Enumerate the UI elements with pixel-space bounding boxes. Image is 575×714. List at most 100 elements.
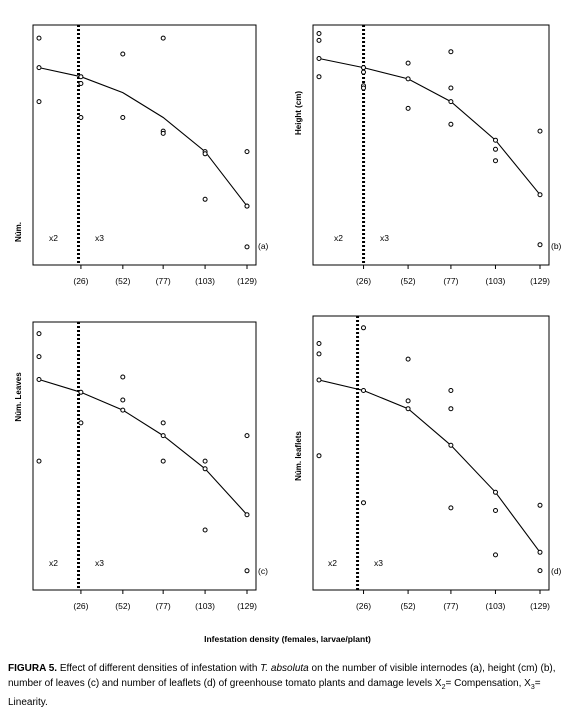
data-point-a-16 [244,203,250,209]
data-point-a-2 [36,99,42,105]
data-point-d-0 [316,341,322,346]
panel-label-c: (c) [258,566,268,576]
data-point-d-1 [316,351,322,357]
data-point-c-12 [202,458,208,464]
data-point-b-0 [316,31,322,36]
x-tick-label-b-3: (77) [443,276,458,286]
data-point-b-18 [537,128,543,134]
data-point-a-6 [120,51,126,57]
fitted-line-a [38,67,248,207]
zone-label-x3-c: x3 [95,558,104,568]
zone-label-x2-d: x2 [328,558,337,568]
data-point-b-20 [537,242,543,248]
data-point-a-5 [78,115,84,120]
caption-sub-3: 3 [530,684,535,691]
data-point-a-8 [160,35,166,41]
panel-frame-b [312,24,550,266]
data-point-a-12 [202,151,208,157]
x-tick-label-d-4: (103) [486,601,506,611]
x-tick-label-a-3: (77) [156,276,171,286]
data-point-c-8 [120,407,126,413]
y-axis-label-b: Height (cm) [294,91,303,135]
data-point-c-0 [36,331,42,337]
caption-label: FIGURA 5. [8,663,58,674]
data-point-c-15 [244,433,250,439]
data-point-a-10 [160,130,166,136]
fitted-line-b [318,57,541,196]
x-tick-label-b-1: (26) [356,276,371,286]
panel-frame-c [32,321,257,591]
x-axis-title: Infestation density (females, larvae/pla… [204,634,371,644]
data-point-b-13 [448,99,454,105]
data-point-c-2 [36,377,42,382]
fitted-line-d [318,379,541,553]
zone-label-x2-a: x2 [49,233,58,243]
data-point-b-19 [537,192,543,198]
panel-frame-d [312,315,550,591]
data-point-a-3 [78,74,84,80]
x-tick-label-a-2: (52) [115,276,130,286]
fitted-line-c [38,378,248,516]
data-point-b-14 [448,121,454,127]
data-point-c-9 [160,420,166,426]
data-point-b-3 [316,74,322,80]
caption-species: T. absoluta [260,663,309,674]
data-point-c-4 [78,389,84,395]
caption-text-3: = Compensation, X [445,678,531,689]
caption-sub-2: 2 [441,684,446,691]
panel-label-d: (d) [551,566,562,576]
data-point-a-17 [244,244,250,250]
x-tick-label-a-1: (26) [73,276,88,286]
data-point-b-8 [405,60,411,66]
data-point-c-17 [244,568,250,574]
data-point-a-4 [78,81,84,86]
data-point-d-8 [405,398,411,404]
data-point-a-7 [120,115,126,120]
caption-text-2: on the number of visible internodes (a),… [8,663,556,689]
data-point-b-16 [493,146,498,152]
data-point-b-1 [316,37,322,43]
zone-label-x3-b: x3 [380,233,389,243]
data-point-b-17 [493,158,498,164]
x-tick-label-d-2: (52) [401,601,416,611]
x-tick-label-c-1: (26) [73,601,88,611]
data-point-d-19 [537,568,543,574]
x-tick-label-a-5: (129) [237,276,257,286]
data-point-b-10 [405,105,411,111]
data-point-c-13 [202,466,208,472]
data-point-c-11 [160,458,166,464]
zone-label-x2-c: x2 [49,558,58,568]
data-point-a-14 [244,149,250,155]
figure-panels: (26) (52) (77) (103) (129) x2 x3 (a) Núm. (26) (52… [14,24,562,611]
data-point-d-18 [537,549,543,555]
data-point-c-14 [202,527,208,533]
data-point-c-16 [244,512,250,518]
zone-label-x3-a: x3 [95,233,104,243]
data-point-a-1 [36,65,42,71]
y-axis-label-c: Núm. Leaves [14,372,23,422]
data-point-d-6 [361,500,366,506]
data-point-d-10 [448,388,454,393]
figure-caption: FIGURA 5. Effect of different densities … [8,661,568,710]
caption-text-1: Effect of different densities of infesta… [57,663,261,674]
data-point-c-1 [36,354,42,360]
panel-frame-a [32,24,257,266]
data-point-c-5 [78,420,84,426]
data-point-c-7 [120,397,126,403]
data-point-b-5 [361,69,366,75]
x-tick-label-b-2: (52) [401,276,416,286]
x-tick-label-c-2: (52) [115,601,130,611]
data-point-d-12 [448,442,454,448]
data-point-d-15 [493,508,498,513]
x-tick-label-b-5: (129) [530,276,550,286]
data-point-a-0 [36,35,42,41]
data-point-d-7 [405,356,411,362]
x-tick-label-c-4: (103) [195,601,215,611]
x-tick-label-d-1: (26) [356,601,371,611]
data-point-d-4 [361,325,366,331]
caption-text-4: = Linearity. [8,678,541,708]
data-point-d-5 [361,388,366,393]
y-axis-label-d: Núm. leaflets [294,431,303,481]
x-tick-label-d-3: (77) [443,601,458,611]
data-point-d-11 [448,406,454,412]
